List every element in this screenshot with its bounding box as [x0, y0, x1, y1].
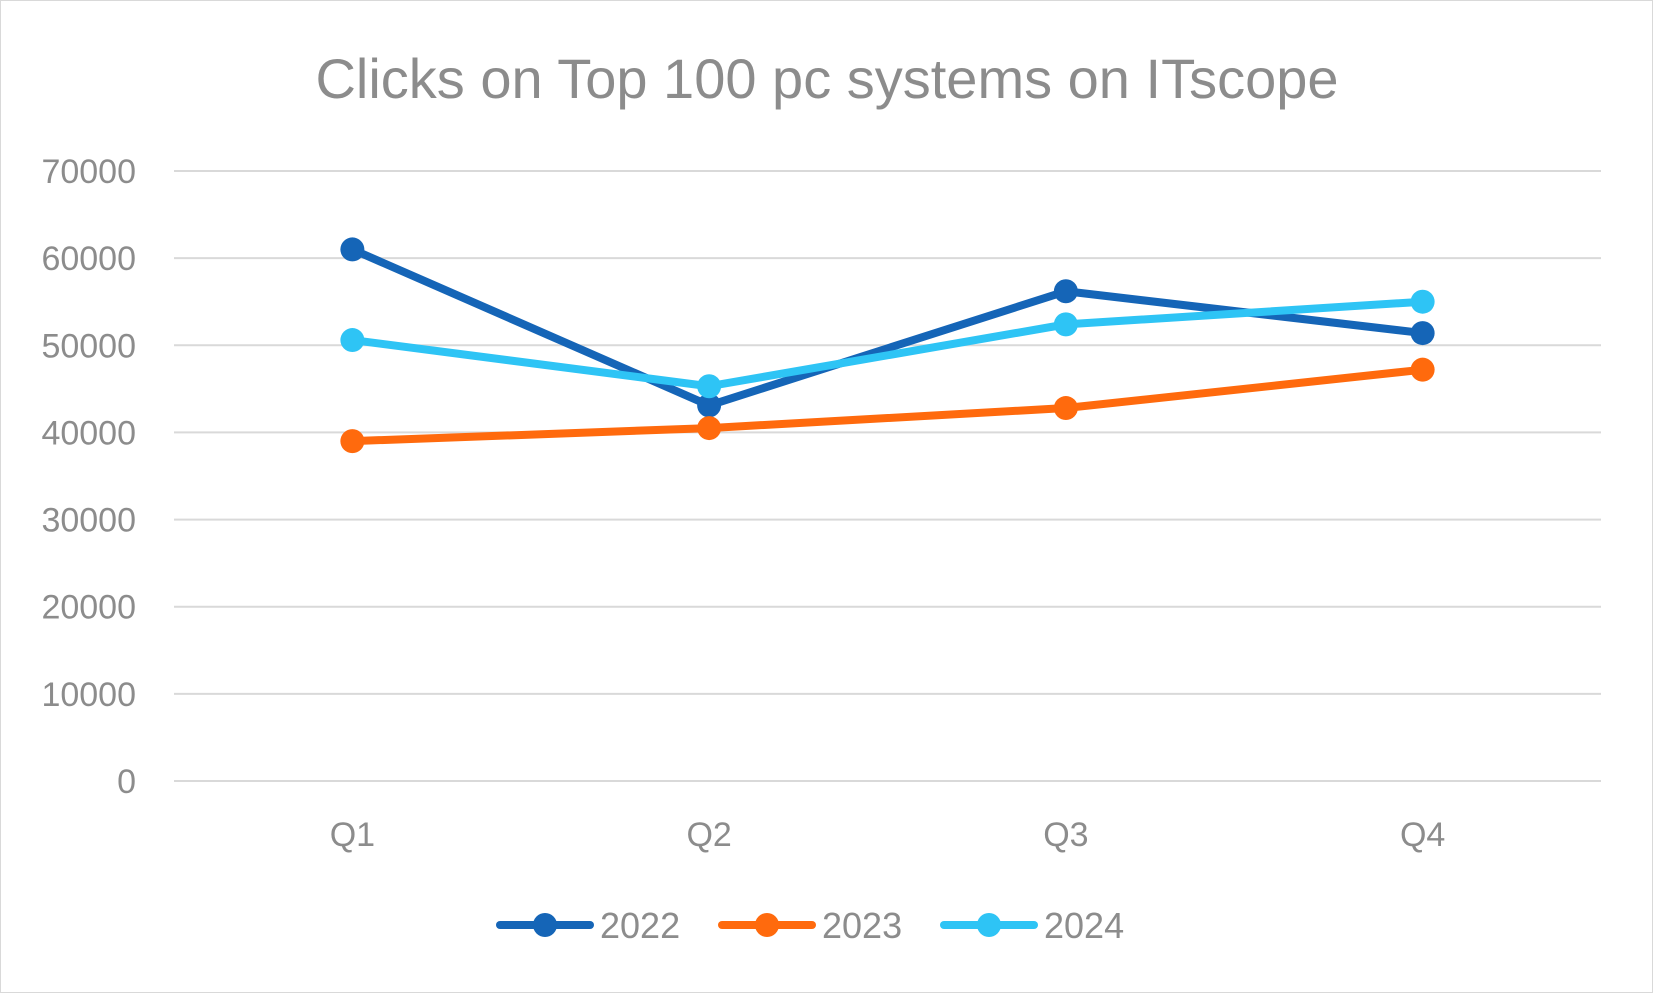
x-tick-label: Q3: [1043, 816, 1088, 854]
series-line: [348, 245, 1427, 410]
data-point: [340, 328, 365, 353]
y-tick-label: 20000: [41, 589, 136, 627]
legend-item-2024: 2024: [940, 905, 1124, 946]
data-point: [1053, 396, 1078, 421]
data-point: [697, 393, 722, 418]
chart-title: Clicks on Top 100 pc systems on ITscope: [315, 47, 1338, 110]
data-point: [697, 374, 722, 399]
legend-label: 2022: [600, 905, 680, 946]
x-tick-label: Q1: [330, 816, 375, 854]
data-point: [1410, 357, 1435, 382]
series-2022: [340, 237, 1435, 418]
legend: 2022 2023 2024: [496, 905, 1124, 946]
x-axis-tick-labels: Q1 Q2 Q3 Q4: [330, 816, 1446, 854]
y-tick-label: 60000: [41, 240, 136, 278]
series-2023: [340, 357, 1435, 454]
x-tick-label: Q4: [1400, 816, 1445, 854]
y-tick-label: 40000: [41, 414, 136, 452]
series-lines: [340, 237, 1435, 454]
y-tick-label: 10000: [41, 676, 136, 714]
data-point: [1410, 321, 1435, 346]
y-tick-label: 70000: [41, 153, 136, 191]
data-point: [1053, 312, 1078, 337]
y-tick-label: 0: [117, 763, 136, 801]
y-tick-label: 30000: [41, 502, 136, 540]
legend-item-2023: 2023: [718, 905, 902, 946]
x-tick-label: Q2: [686, 816, 731, 854]
data-point: [1053, 279, 1078, 304]
data-point: [340, 429, 365, 454]
y-axis-tick-labels: 0 10000 20000 30000 40000 50000 60000 70000: [41, 153, 136, 801]
legend-item-2022: 2022: [496, 905, 680, 946]
legend-swatch-marker: [977, 913, 1001, 937]
legend-label: 2023: [822, 905, 902, 946]
legend-swatch-marker: [533, 913, 557, 937]
data-point: [340, 237, 365, 262]
data-point: [697, 416, 722, 441]
series-line: [348, 365, 1427, 446]
y-tick-label: 50000: [41, 327, 136, 365]
series-2024: [340, 289, 1435, 399]
series-line: [348, 297, 1427, 391]
legend-label: 2024: [1044, 905, 1124, 946]
legend-swatch-marker: [755, 913, 779, 937]
data-point: [1410, 289, 1435, 314]
